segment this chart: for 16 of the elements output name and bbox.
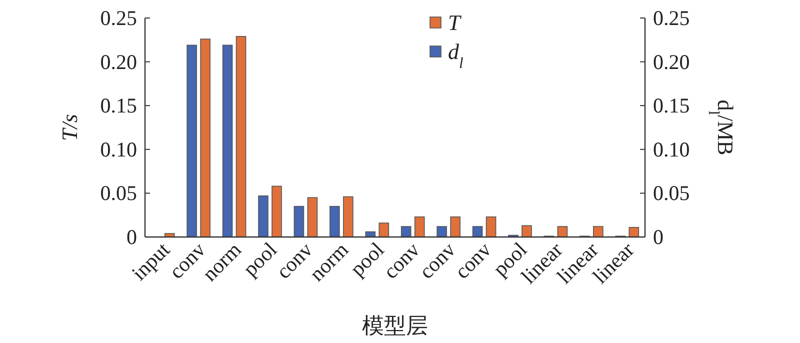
- y2-tick-label: 0.05: [653, 181, 690, 206]
- y2-tick-label: 0: [653, 225, 664, 249]
- y-tick-label: 0.20: [100, 50, 137, 74]
- y-tick-label: 0.25: [100, 6, 137, 30]
- y-tick-label: 0.15: [100, 94, 137, 118]
- y2-tick-label: 0.15: [653, 94, 690, 118]
- y2-tick-label: 0.20: [653, 50, 690, 74]
- y-tick-label: 0: [126, 225, 137, 249]
- y-tick-label: 0.10: [100, 137, 137, 162]
- y-tick-label: 0.05: [100, 181, 137, 206]
- y2-tick-label: 0.25: [653, 6, 690, 30]
- legend-label: d$_{l}$: [448, 39, 464, 72]
- y2-tick-label: 0.10: [653, 137, 690, 162]
- legend-label: T: [448, 10, 462, 35]
- y-axis-title: T/s: [57, 114, 82, 141]
- x-axis-title: 模型层: [362, 313, 428, 338]
